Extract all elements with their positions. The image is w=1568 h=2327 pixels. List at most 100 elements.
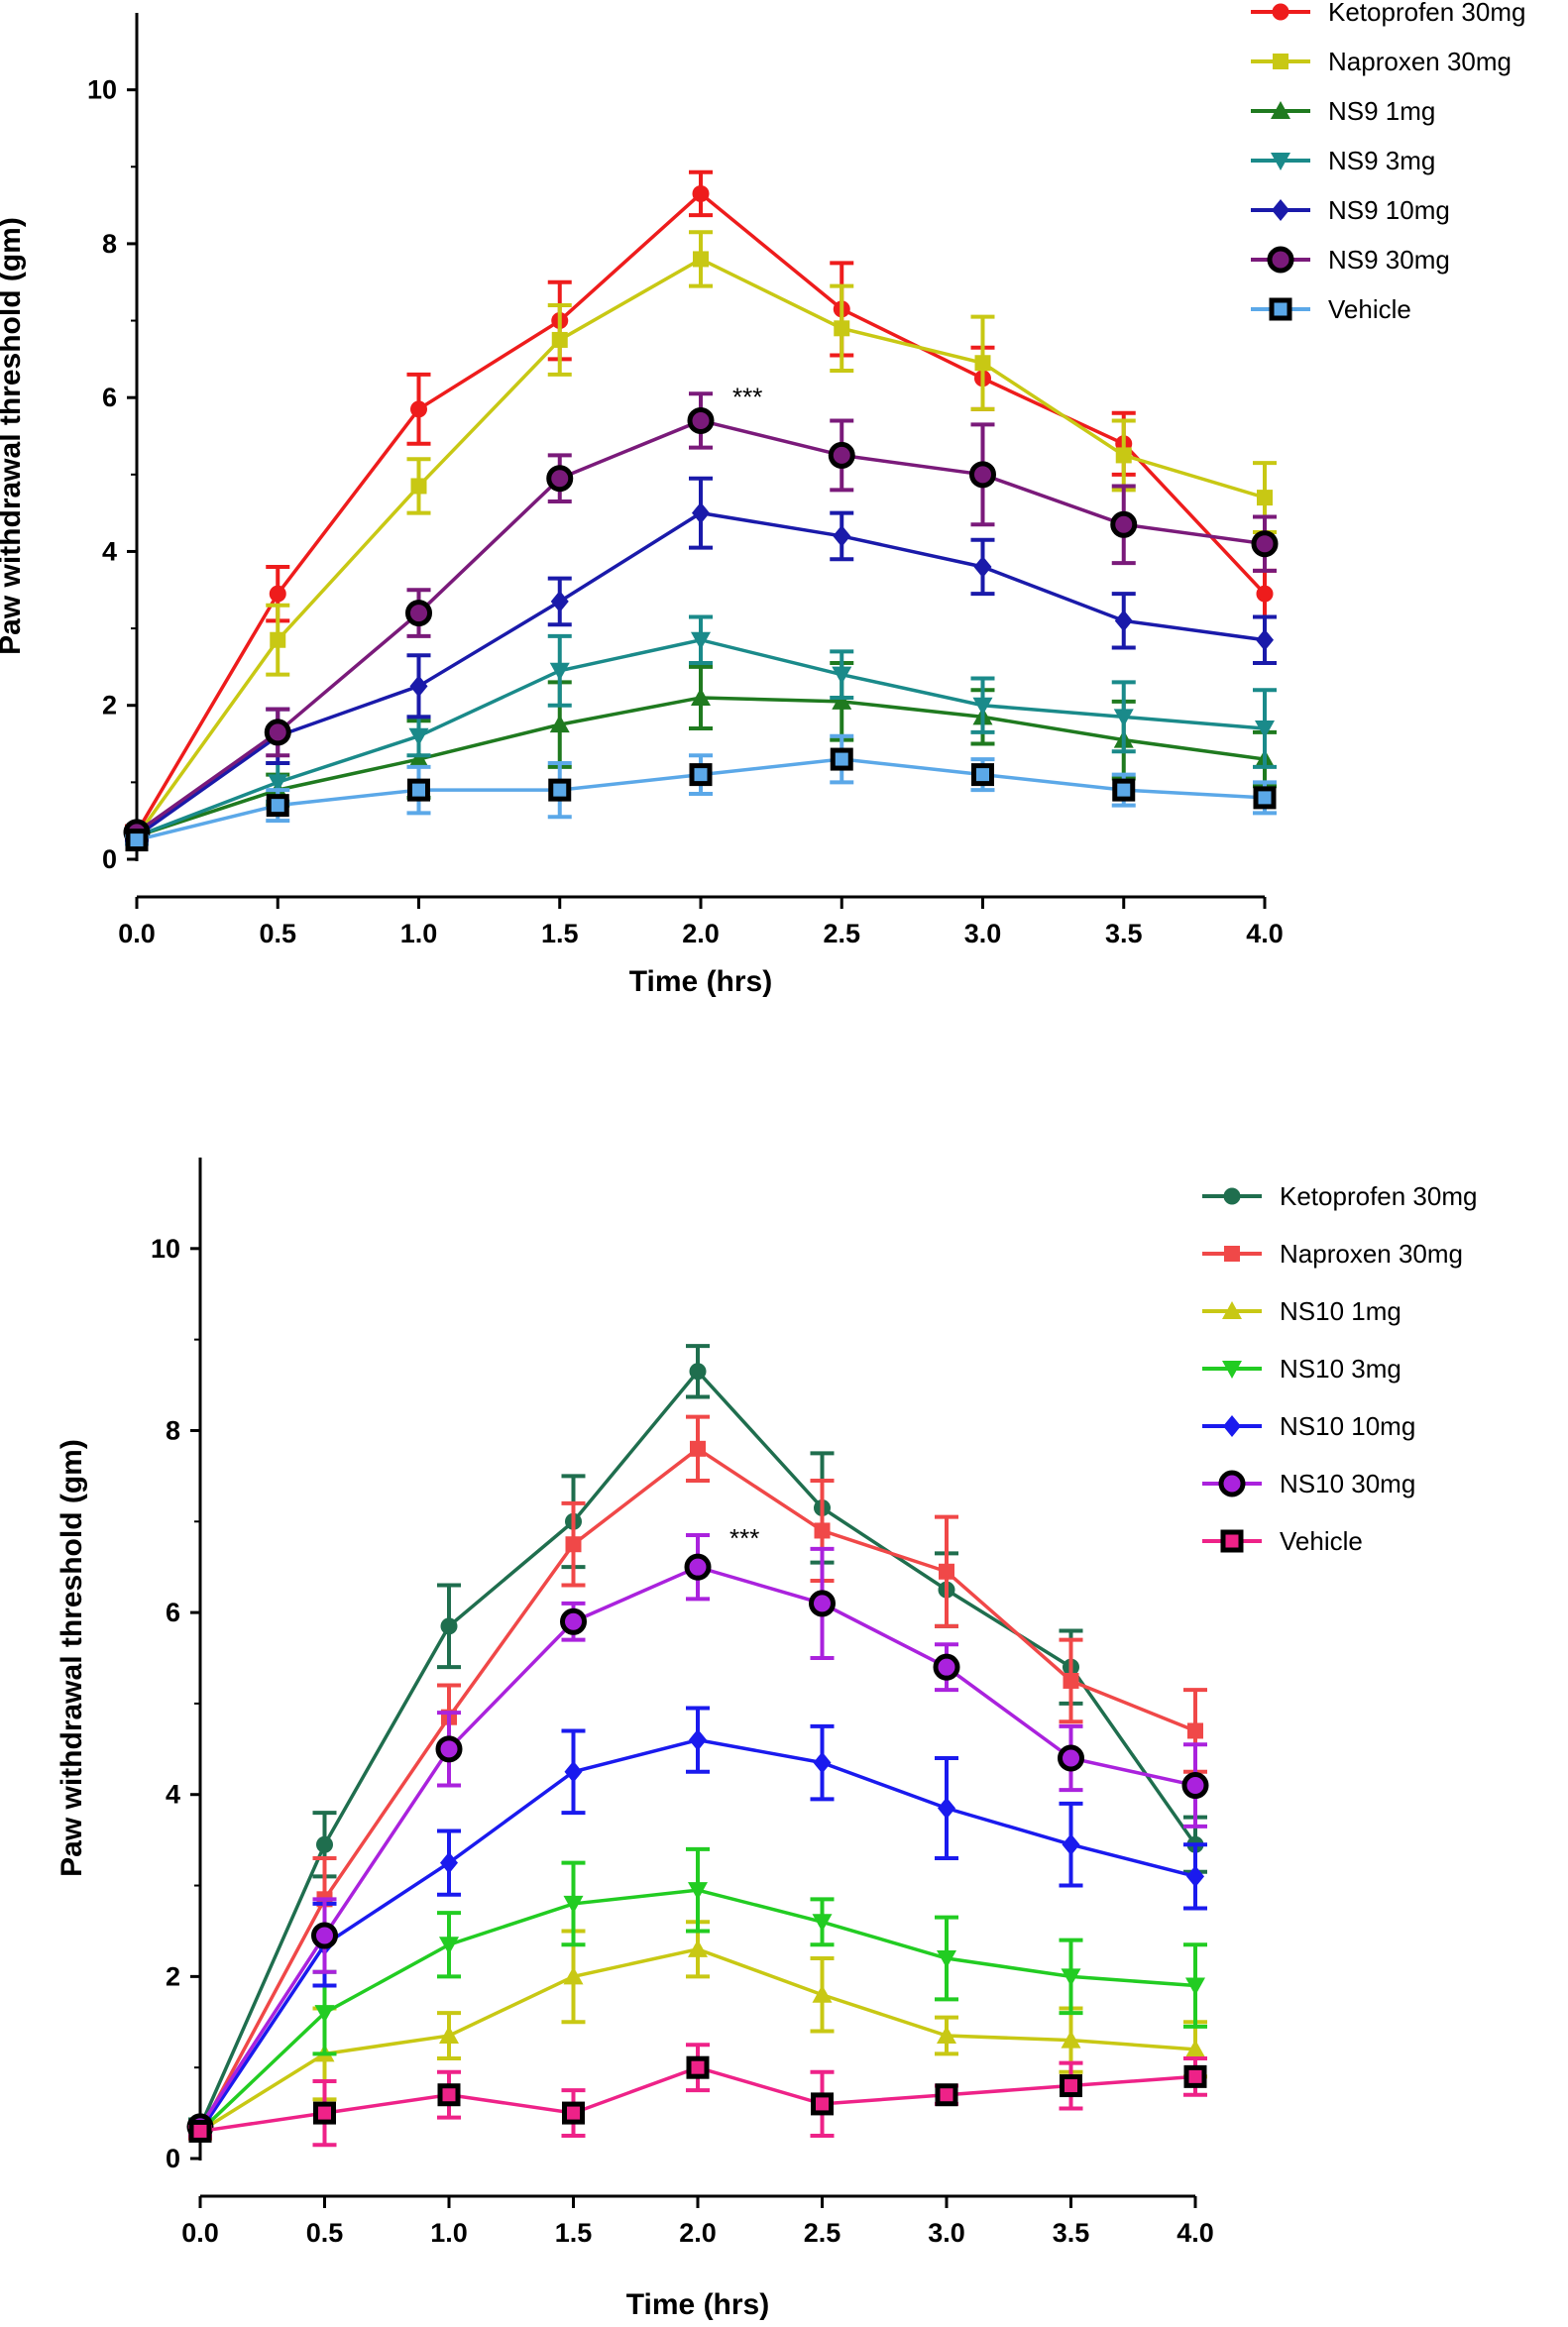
legend-marker [1272,3,1289,21]
data-point [687,406,715,434]
legend-label: Naproxen 30mg [1280,1239,1463,1269]
legend-label: Ketoprofen 30mg [1280,1181,1477,1211]
data-point [1256,628,1274,651]
data-point [935,2083,958,2107]
data-point [1061,1968,1081,1987]
x-tick-label: 0.5 [259,919,296,948]
x-tick-label: 4.0 [1176,2218,1214,2248]
data-point [834,320,850,337]
x-tick-label: 1.0 [400,919,438,948]
series-ns9-3mg [125,614,1277,846]
legend-marker [1224,1246,1240,1262]
y-tick-label: 6 [166,1598,180,1627]
x-tick-label: 2.0 [679,2218,717,2248]
legend-label: NS10 1mg [1280,1296,1401,1326]
data-point [1183,2064,1207,2088]
legend-marker [1223,1187,1241,1205]
legend-marker [1271,101,1290,119]
series-naproxen-30mg [188,1414,1207,2141]
legend-label: Naproxen 30mg [1328,47,1512,76]
data-point [691,631,711,650]
data-point [691,687,711,706]
legend-label: NS10 30mg [1280,1469,1415,1498]
data-point [563,1966,584,1985]
data-point [689,1363,707,1381]
y-axis-label: Paw withdrawal threshold (gm) [0,217,27,655]
data-point [690,1440,706,1457]
data-point [316,1835,333,1853]
data-point [1181,1772,1209,1800]
legend-marker [1218,1470,1246,1497]
data-point [1186,1865,1204,1888]
data-point [692,501,710,524]
data-point [410,400,427,418]
data-point [437,2083,461,2107]
data-point [314,2005,335,2024]
y-axis-label: Paw withdrawal threshold (gm) [56,1439,88,1877]
data-point [408,727,429,746]
series-vehicle [188,2043,1207,2148]
legend-label: NS10 3mg [1280,1354,1401,1384]
y-tick-label: 10 [151,1234,180,1264]
data-point [1063,1672,1079,1689]
data-point [560,1607,587,1635]
data-point [1061,2030,1081,2049]
data-point [1256,585,1274,603]
data-point [440,1851,458,1874]
data-point [692,184,710,202]
data-point [971,763,994,787]
data-point [1114,609,1133,632]
x-tick-label: 0.0 [118,919,156,948]
data-point [693,251,709,268]
data-point [689,1728,707,1751]
y-tick-label: 10 [87,75,117,105]
data-point [188,2119,212,2143]
legend: Ketoprofen 30mg Naproxen 30mg NS9 1mg NS9 3… [1251,0,1525,324]
data-point [1058,1744,1084,1772]
data-point [933,1653,960,1681]
y-tick-label: 2 [166,1961,180,1991]
y-tick-label: 6 [102,383,117,412]
y-tick-label: 4 [102,536,117,566]
y-tick-label: 4 [166,1780,180,1810]
data-point [1251,530,1279,558]
data-point [550,590,569,612]
y-tick-label: 0 [166,2144,180,2173]
series-ns9-30mg [123,391,1279,846]
data-point [833,524,851,547]
data-point [264,719,291,746]
legend-label: NS10 10mg [1280,1411,1415,1441]
data-point [1253,786,1277,810]
legend-marker [1267,246,1294,274]
data-point [439,1937,459,1955]
legend-label: Vehicle [1280,1526,1363,1556]
data-point [269,585,286,603]
data-point [410,478,427,495]
x-axis-label: Time (hrs) [629,965,772,998]
data-point [1257,490,1273,506]
x-tick-label: 3.0 [928,2218,965,2248]
x-tick-label: 1.0 [430,2218,468,2248]
legend-label: NS9 30mg [1328,245,1450,275]
legend-marker [1273,54,1288,69]
series-vehicle [125,733,1277,852]
data-point [809,1590,836,1617]
data-point [689,763,713,787]
y-tick-label: 2 [102,691,117,720]
x-tick-label: 3.5 [1053,2218,1090,2248]
data-point [546,465,574,493]
data-point [1060,2074,1082,2098]
significance-annotation: *** [732,382,762,411]
data-point [270,631,286,648]
data-point [311,1922,338,1949]
data-point [268,774,288,793]
x-axis-label: Time (hrs) [626,2288,769,2321]
legend-marker [1220,1529,1244,1553]
data-point [812,1984,833,2003]
data-point [549,715,570,733]
data-point [1185,2039,1205,2057]
x-tick-label: 0.5 [306,2218,344,2248]
series-ns10-3mg [188,1846,1207,2142]
data-point [814,1522,831,1539]
